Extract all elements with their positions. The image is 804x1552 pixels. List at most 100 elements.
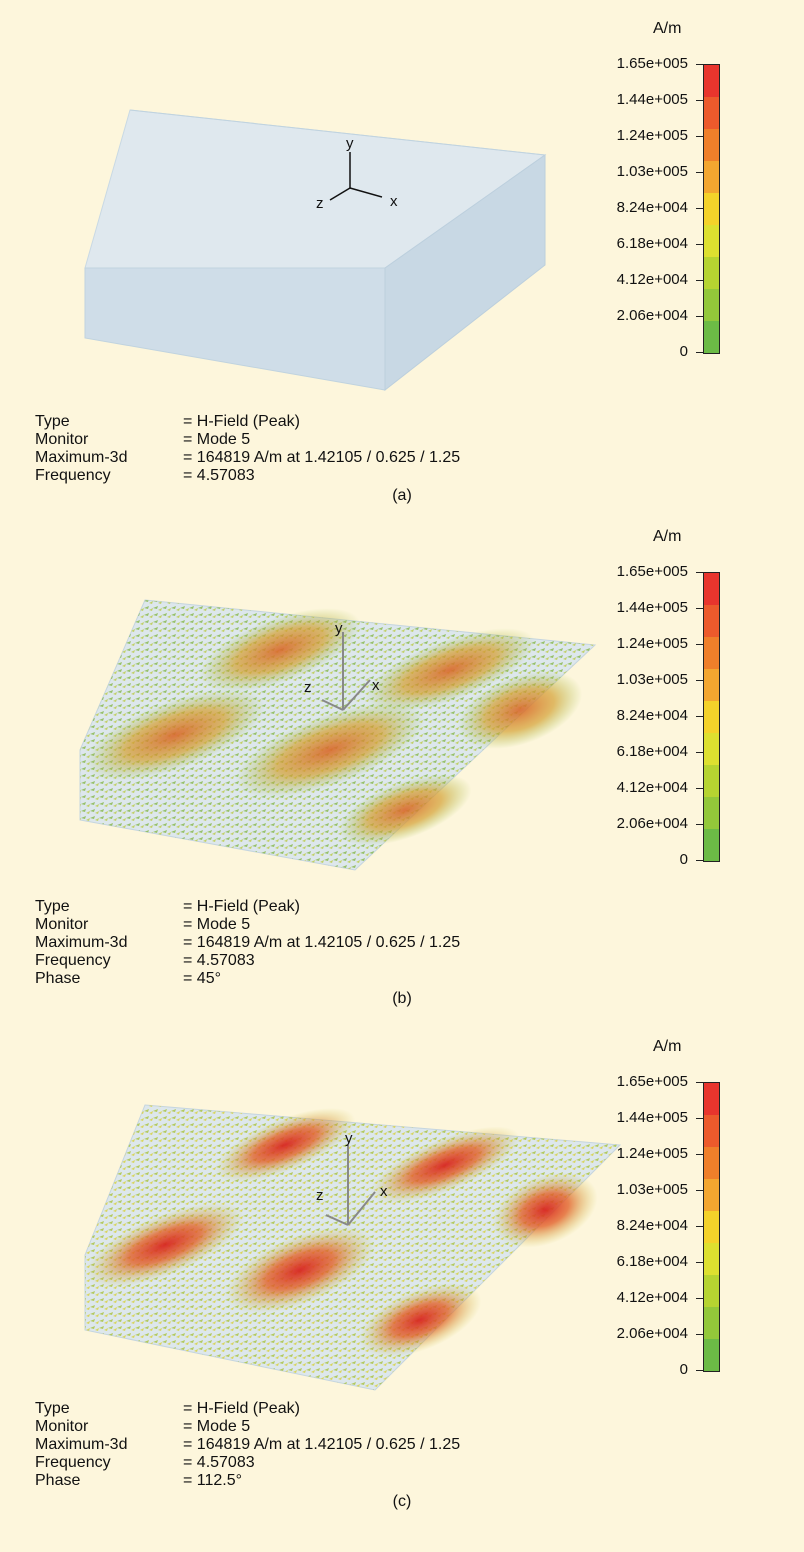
info-key: Monitor: [35, 431, 89, 448]
legend-tick-mark: [696, 1154, 703, 1155]
legend-swatch: [704, 669, 719, 701]
axis-y-label: y: [346, 135, 354, 152]
legend-tick-label: 0: [679, 851, 688, 868]
info-value: = H-Field (Peak): [183, 1400, 300, 1417]
info-value: = 4.57083: [183, 467, 255, 484]
info-key: Monitor: [35, 1418, 89, 1435]
info-value: = 112.5°: [183, 1472, 243, 1489]
legend-swatch: [704, 1275, 719, 1307]
legend-tick-label: 1.65e+005: [616, 55, 688, 72]
legend-tick-mark: [696, 208, 703, 209]
legend-tick-label: 4.12e+004: [616, 1289, 688, 1306]
legend-tick-mark: [696, 136, 703, 137]
axis-x-label: x: [380, 1183, 388, 1200]
info-block-b: Type = H-Field (Peak) Monitor = Mode 5 Maxim…: [35, 898, 460, 988]
field-plot-c: y x z: [84, 1104, 622, 1391]
legend-tick-label: 6.18e+004: [616, 235, 688, 252]
info-value: = Mode 5: [183, 431, 251, 448]
legend-tick-mark: [696, 1226, 703, 1227]
info-key: Maximum-3d: [35, 934, 128, 951]
axis-x-label: x: [372, 677, 380, 694]
info-row: Phase = 112.5°: [35, 1472, 460, 1490]
info-value: = Mode 5: [183, 1418, 251, 1435]
color-legend-c: A/m 1.65e+005 1.44e+005 1.24e+005 1.03e+005 8…: [590, 1038, 804, 1378]
legend-tick-label: 1.03e+005: [616, 163, 688, 180]
legend-swatch: [704, 829, 719, 861]
info-key: Type: [35, 1400, 70, 1417]
legend-tick-label: 8.24e+004: [616, 707, 688, 724]
legend-tick-label: 6.18e+004: [616, 1253, 688, 1270]
axis-z-label: z: [316, 1187, 324, 1204]
info-row: Monitor = Mode 5: [35, 1418, 460, 1436]
legend-swatch: [704, 1179, 719, 1211]
legend-tick-label: 4.12e+004: [616, 271, 688, 288]
info-value: = 164819 A/m at 1.42105 / 0.625 / 1.25: [183, 934, 461, 951]
legend-swatch: [704, 65, 719, 97]
info-key: Type: [35, 413, 70, 430]
legend-swatch: [704, 97, 719, 129]
legend-tick-mark: [696, 644, 703, 645]
info-key: Frequency: [35, 467, 111, 484]
legend-tick-label: 4.12e+004: [616, 779, 688, 796]
legend-tick-label: 2.06e+004: [616, 1325, 688, 1342]
legend-tick-mark: [696, 244, 703, 245]
info-value: = 45°: [183, 970, 221, 987]
legend-tick-label: 1.24e+005: [616, 127, 688, 144]
axis-x-label: x: [390, 193, 398, 210]
legend-tick-mark: [696, 172, 703, 173]
legend-swatch: [704, 1243, 719, 1275]
legend-tick-label: 0: [679, 343, 688, 360]
legend-tick-mark: [696, 824, 703, 825]
legend-tick-label: 1.44e+005: [616, 1109, 688, 1126]
legend-tick-mark: [696, 1298, 703, 1299]
caption-a: (a): [392, 487, 412, 504]
legend-swatch: [704, 193, 719, 225]
legend-swatch: [704, 289, 719, 321]
field-plot-b: y x z: [79, 599, 597, 871]
info-row: Maximum-3d = 164819 A/m at 1.42105 / 0.62…: [35, 934, 460, 952]
legend-tick-label: 8.24e+004: [616, 199, 688, 216]
legend-tick-label: 1.44e+005: [616, 599, 688, 616]
info-key: Maximum-3d: [35, 449, 128, 466]
legend-swatch: [704, 225, 719, 257]
axis-z-label: z: [316, 195, 324, 212]
legend-tick-label: 1.65e+005: [616, 563, 688, 580]
info-row: Monitor = Mode 5: [35, 916, 460, 934]
info-key: Frequency: [35, 1454, 111, 1471]
legend-tick-mark: [696, 716, 703, 717]
legend-tick-label: 2.06e+004: [616, 815, 688, 832]
axes-triad-a: y x z: [316, 135, 398, 212]
legend-swatch: [704, 701, 719, 733]
legend-tick-label: 6.18e+004: [616, 743, 688, 760]
legend-tick-label: 1.65e+005: [616, 1073, 688, 1090]
legend-swatch: [704, 1339, 719, 1371]
legend-swatch: [704, 797, 719, 829]
axes-triad-c: y x z: [316, 1130, 388, 1226]
legend-swatch: [704, 765, 719, 797]
info-key: Phase: [35, 1472, 81, 1489]
legend-tick-label: 0: [679, 1361, 688, 1378]
info-key: Phase: [35, 970, 81, 987]
legend-tick-mark: [696, 280, 703, 281]
color-legend-b: A/m 1.65e+005 1.44e+005 1.24e+005 1.03e+005 8…: [590, 528, 804, 868]
legend-tick-mark: [696, 100, 703, 101]
legend-tick-mark: [696, 788, 703, 789]
info-key: Monitor: [35, 916, 89, 933]
info-value: = 164819 A/m at 1.42105 / 0.625 / 1.25: [183, 1436, 461, 1453]
legend-unit: A/m: [653, 1038, 682, 1055]
legend-unit: A/m: [653, 528, 682, 545]
legend-tick-mark: [696, 352, 703, 353]
legend-swatch: [704, 1115, 719, 1147]
legend-tick-label: 1.24e+005: [616, 1145, 688, 1162]
info-value: = 164819 A/m at 1.42105 / 0.625 / 1.25: [183, 449, 461, 466]
legend-swatch: [704, 605, 719, 637]
legend-swatch: [704, 1307, 719, 1339]
info-value: = 4.57083: [183, 952, 255, 969]
legend-colorbar: [703, 1082, 720, 1372]
info-row: Type = H-Field (Peak): [35, 898, 460, 916]
legend-tick-mark: [696, 860, 703, 861]
legend-tick-mark: [696, 1082, 703, 1083]
legend-tick-mark: [696, 1190, 703, 1191]
legend-swatch: [704, 573, 719, 605]
caption-b: (b): [392, 990, 412, 1007]
